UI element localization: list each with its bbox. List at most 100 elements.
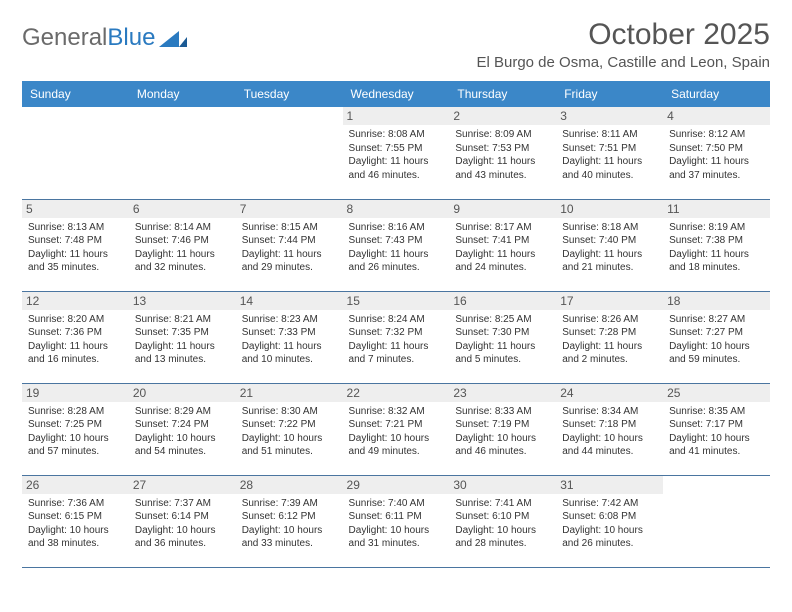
day-details: Sunrise: 8:16 AMSunset: 7:43 PMDaylight:… — [349, 221, 444, 275]
day-details: Sunrise: 8:24 AMSunset: 7:32 PMDaylight:… — [349, 313, 444, 367]
sunset-text: Sunset: 6:10 PM — [455, 510, 550, 524]
sunset-text: Sunset: 7:51 PM — [562, 142, 657, 156]
sunset-text: Sunset: 6:11 PM — [349, 510, 444, 524]
calendar-cell: 5Sunrise: 8:13 AMSunset: 7:48 PMDaylight… — [22, 199, 129, 291]
daylight-text: Daylight: 11 hours and 37 minutes. — [669, 155, 764, 182]
day-details: Sunrise: 8:17 AMSunset: 7:41 PMDaylight:… — [455, 221, 550, 275]
calendar-cell: 7 Sunrise: 8:15 AMSunset: 7:44 PMDaylight… — [236, 199, 343, 291]
sunrise-text: Sunrise: 7:40 AM — [349, 497, 444, 511]
calendar-cell: 1Sunrise: 8:08 AMSunset: 7:55 PMDaylight… — [343, 107, 450, 199]
day-details: Sunrise: 8:23 AMSunset: 7:33 PMDaylight:… — [242, 313, 337, 367]
daylight-text: Daylight: 10 hours and 26 minutes. — [562, 524, 657, 551]
day-details: Sunrise: 8:32 AMSunset: 7:21 PMDaylight:… — [349, 405, 444, 459]
sunset-text: Sunset: 7:48 PM — [28, 234, 123, 248]
day-header-row: Sunday Monday Tuesday Wednesday Thursday… — [22, 81, 770, 107]
day-details: Sunrise: 8:26 AMSunset: 7:28 PMDaylight:… — [562, 313, 657, 367]
daylight-text: Daylight: 11 hours and 18 minutes. — [669, 248, 764, 275]
daylight-text: Daylight: 10 hours and 36 minutes. — [135, 524, 230, 551]
calendar-page: GeneralBlue October 2025 El Burgo de Osm… — [0, 0, 792, 586]
day-details: Sunrise: 8:30 AMSunset: 7:22 PMDaylight:… — [242, 405, 337, 459]
sunset-text: Sunset: 6:15 PM — [28, 510, 123, 524]
sunrise-text: Sunrise: 8:15 AM — [242, 221, 337, 235]
day-details: Sunrise: 7:41 AMSunset: 6:10 PMDaylight:… — [455, 497, 550, 551]
daylight-text: Daylight: 10 hours and 44 minutes. — [562, 432, 657, 459]
sunset-text: Sunset: 6:12 PM — [242, 510, 337, 524]
day-number: 15 — [343, 292, 450, 310]
day-header: Thursday — [449, 81, 556, 107]
calendar-cell: 18Sunrise: 8:27 AMSunset: 7:27 PMDayligh… — [663, 291, 770, 383]
daylight-text: Daylight: 10 hours and 38 minutes. — [28, 524, 123, 551]
sunrise-text: Sunrise: 8:08 AM — [349, 128, 444, 142]
sunrise-text: Sunrise: 8:24 AM — [349, 313, 444, 327]
day-number: 7 — [236, 200, 343, 218]
calendar-table: Sunday Monday Tuesday Wednesday Thursday… — [22, 81, 770, 568]
sunset-text: Sunset: 7:28 PM — [562, 326, 657, 340]
calendar-cell: 12Sunrise: 8:20 AMSunset: 7:36 PMDayligh… — [22, 291, 129, 383]
daylight-text: Daylight: 10 hours and 31 minutes. — [349, 524, 444, 551]
sunset-text: Sunset: 6:08 PM — [562, 510, 657, 524]
day-details: Sunrise: 8:33 AMSunset: 7:19 PMDaylight:… — [455, 405, 550, 459]
day-number: 29 — [343, 476, 450, 494]
day-details: Sunrise: 8:08 AMSunset: 7:55 PMDaylight:… — [349, 128, 444, 182]
sunrise-text: Sunrise: 8:27 AM — [669, 313, 764, 327]
calendar-cell — [129, 107, 236, 199]
sunset-text: Sunset: 7:46 PM — [135, 234, 230, 248]
day-header: Wednesday — [343, 81, 450, 107]
logo-text-2: Blue — [107, 24, 155, 52]
daylight-text: Daylight: 10 hours and 33 minutes. — [242, 524, 337, 551]
calendar-cell: 10Sunrise: 8:18 AMSunset: 7:40 PMDayligh… — [556, 199, 663, 291]
daylight-text: Daylight: 11 hours and 40 minutes. — [562, 155, 657, 182]
sunset-text: Sunset: 7:33 PM — [242, 326, 337, 340]
header: GeneralBlue October 2025 El Burgo de Osm… — [22, 18, 770, 71]
day-number: 9 — [449, 200, 556, 218]
sunrise-text: Sunrise: 8:30 AM — [242, 405, 337, 419]
sunrise-text: Sunrise: 8:09 AM — [455, 128, 550, 142]
day-number: 28 — [236, 476, 343, 494]
calendar-week-row: 26Sunrise: 7:36 AMSunset: 6:15 PMDayligh… — [22, 475, 770, 567]
day-number: 24 — [556, 384, 663, 402]
day-number: 2 — [449, 107, 556, 125]
calendar-cell — [22, 107, 129, 199]
day-details: Sunrise: 8:35 AMSunset: 7:17 PMDaylight:… — [669, 405, 764, 459]
calendar-cell: 21Sunrise: 8:30 AMSunset: 7:22 PMDayligh… — [236, 383, 343, 475]
sunrise-text: Sunrise: 8:35 AM — [669, 405, 764, 419]
logo-triangle-icon — [159, 29, 187, 47]
sunset-text: Sunset: 7:18 PM — [562, 418, 657, 432]
sunset-text: Sunset: 7:41 PM — [455, 234, 550, 248]
day-header: Friday — [556, 81, 663, 107]
sunrise-text: Sunrise: 8:14 AM — [135, 221, 230, 235]
calendar-week-row: 5Sunrise: 8:13 AMSunset: 7:48 PMDaylight… — [22, 199, 770, 291]
day-details: Sunrise: 8:13 AMSunset: 7:48 PMDaylight:… — [28, 221, 123, 275]
daylight-text: Daylight: 11 hours and 29 minutes. — [242, 248, 337, 275]
day-details: Sunrise: 8:14 AMSunset: 7:46 PMDaylight:… — [135, 221, 230, 275]
day-details: Sunrise: 8:29 AMSunset: 7:24 PMDaylight:… — [135, 405, 230, 459]
day-details: Sunrise: 8:19 AMSunset: 7:38 PMDaylight:… — [669, 221, 764, 275]
sunrise-text: Sunrise: 8:20 AM — [28, 313, 123, 327]
calendar-cell: 13Sunrise: 8:21 AMSunset: 7:35 PMDayligh… — [129, 291, 236, 383]
day-number: 27 — [129, 476, 236, 494]
day-details: Sunrise: 8:28 AMSunset: 7:25 PMDaylight:… — [28, 405, 123, 459]
calendar-cell: 3Sunrise: 8:11 AMSunset: 7:51 PMDaylight… — [556, 107, 663, 199]
calendar-week-row: 12Sunrise: 8:20 AMSunset: 7:36 PMDayligh… — [22, 291, 770, 383]
sunset-text: Sunset: 7:43 PM — [349, 234, 444, 248]
daylight-text: Daylight: 10 hours and 46 minutes. — [455, 432, 550, 459]
day-number: 10 — [556, 200, 663, 218]
day-number: 25 — [663, 384, 770, 402]
day-number: 14 — [236, 292, 343, 310]
calendar-cell: 29 Sunrise: 7:40 AMSunset: 6:11 PMDayligh… — [343, 475, 450, 567]
sunset-text: Sunset: 7:40 PM — [562, 234, 657, 248]
day-details: Sunrise: 8:15 AMSunset: 7:44 PMDaylight:… — [242, 221, 337, 275]
day-header: Monday — [129, 81, 236, 107]
calendar-cell: 6Sunrise: 8:14 AMSunset: 7:46 PMDaylight… — [129, 199, 236, 291]
daylight-text: Daylight: 11 hours and 46 minutes. — [349, 155, 444, 182]
calendar-cell: 16Sunrise: 8:25 AMSunset: 7:30 PMDayligh… — [449, 291, 556, 383]
sunrise-text: Sunrise: 8:19 AM — [669, 221, 764, 235]
daylight-text: Daylight: 10 hours and 41 minutes. — [669, 432, 764, 459]
day-details: Sunrise: 8:20 AMSunset: 7:36 PMDaylight:… — [28, 313, 123, 367]
sunset-text: Sunset: 7:38 PM — [669, 234, 764, 248]
daylight-text: Daylight: 11 hours and 43 minutes. — [455, 155, 550, 182]
sunrise-text: Sunrise: 8:13 AM — [28, 221, 123, 235]
calendar-cell: 31Sunrise: 7:42 AMSunset: 6:08 PMDayligh… — [556, 475, 663, 567]
sunset-text: Sunset: 7:50 PM — [669, 142, 764, 156]
calendar-body: 1Sunrise: 8:08 AMSunset: 7:55 PMDaylight… — [22, 107, 770, 567]
